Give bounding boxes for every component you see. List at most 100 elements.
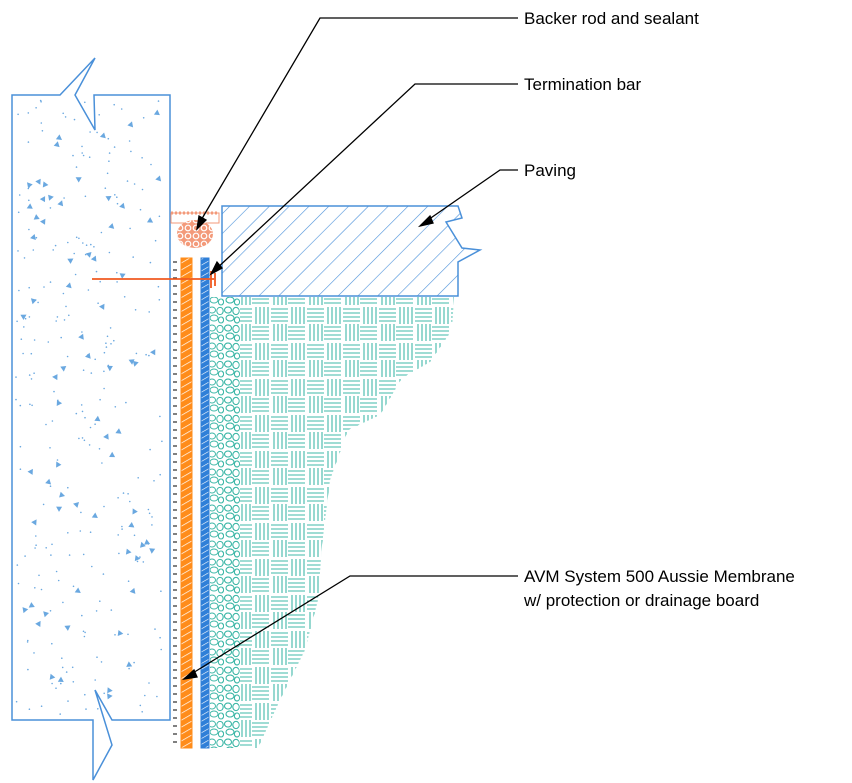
aggregate-dot <box>128 667 130 670</box>
leader-termination-bar-arrow <box>209 260 224 276</box>
aggregate-dot <box>30 378 33 380</box>
aggregate-dot <box>87 289 90 291</box>
paving-slab <box>221 205 483 297</box>
aggregate-dot <box>105 342 107 345</box>
aggregate-dot <box>123 296 126 298</box>
aggregate-dot <box>18 289 20 292</box>
aggregate-stone <box>132 508 138 515</box>
aggregate-dot <box>88 156 91 158</box>
aggregate-dot <box>28 316 31 318</box>
aggregate-dot <box>55 687 57 689</box>
aggregate-stone <box>85 352 91 359</box>
aggregate-dot <box>95 270 98 273</box>
aggregate-dot <box>68 554 71 556</box>
aggregate-stone <box>106 365 113 372</box>
aggregate-stone <box>56 506 63 512</box>
aggregate-dot <box>149 261 152 264</box>
aggregate-dot <box>142 561 145 563</box>
aggregate-dot <box>51 682 53 685</box>
aggregate-dot <box>72 154 74 157</box>
label-backer-rod: Backer rod and sealant <box>524 9 699 28</box>
aggregate-dot <box>33 652 35 654</box>
aggregate-dot <box>142 117 145 119</box>
aggregate-stone <box>103 433 109 440</box>
aggregate-stone <box>57 676 64 682</box>
aggregate-dot <box>74 273 77 276</box>
aggregate-dot <box>93 246 95 248</box>
aggregate-dot <box>117 534 119 536</box>
aggregate-dot <box>139 556 141 558</box>
aggregate-dot <box>41 130 44 132</box>
aggregate-dot <box>139 208 142 211</box>
aggregate-stone <box>85 252 92 258</box>
concrete-aggregate <box>15 99 163 715</box>
aggregate-dot <box>60 336 62 339</box>
aggregate-dot <box>52 249 54 251</box>
aggregate-stone <box>119 202 125 209</box>
aggregate-dot <box>149 448 151 451</box>
aggregate-dot <box>62 112 64 115</box>
aggregate-dot <box>49 281 52 283</box>
aggregate-dot <box>20 338 23 341</box>
aggregate-dot <box>31 404 33 407</box>
aggregate-dot <box>61 657 63 659</box>
aggregate-dot <box>84 253 87 256</box>
aggregate-dot <box>49 610 52 612</box>
aggregate-dot <box>64 116 67 118</box>
aggregate-dot <box>75 412 78 415</box>
aggregate-dot <box>62 292 65 295</box>
aggregate-dot <box>27 668 29 671</box>
aggregate-dot <box>68 314 70 317</box>
aggregate-dot <box>154 628 156 630</box>
aggregate-dot <box>67 532 69 534</box>
aggregate-dot <box>72 585 75 588</box>
aggregate-dot <box>103 351 106 354</box>
aggregate-dot <box>50 554 52 556</box>
aggregate-dot <box>80 511 82 514</box>
aggregate-dot <box>33 339 36 341</box>
aggregate-dot <box>82 242 84 244</box>
leader-backer-rod-arrow <box>196 214 208 231</box>
concrete-wall <box>11 57 171 781</box>
aggregate-dot <box>26 641 29 643</box>
aggregate-dot <box>105 346 108 348</box>
aggregate-dot <box>55 570 58 573</box>
aggregate-dot <box>107 364 110 367</box>
aggregate-dot <box>27 187 30 190</box>
drainage-board <box>200 257 210 749</box>
aggregate-stone <box>150 349 156 356</box>
aggregate-dot <box>91 565 93 568</box>
aggregate-dot <box>98 448 101 450</box>
aggregate-stone <box>99 303 105 310</box>
aggregate-dot <box>16 320 18 323</box>
aggregate-stone <box>64 625 71 631</box>
aggregate-dot <box>75 166 78 168</box>
aggregate-dot <box>108 152 111 154</box>
aggregate-dot <box>129 500 131 503</box>
aggregate-stone <box>59 491 65 498</box>
aggregate-dot <box>80 404 83 406</box>
aggregate-dot <box>51 642 53 645</box>
aggregate-dot <box>102 573 105 575</box>
aggregate-stone <box>53 141 60 148</box>
aggregate-dot <box>17 113 19 116</box>
aggregate-dot <box>60 682 62 685</box>
aggregate-dot <box>53 390 55 393</box>
aggregate-stone <box>56 461 62 468</box>
aggregate-dot <box>129 227 131 230</box>
aggregate-dot <box>89 426 92 429</box>
aggregate-dot <box>85 708 87 710</box>
aggregate-dot <box>121 528 123 530</box>
aggregate-dot <box>150 163 152 166</box>
label-membrane-line1: AVM System 500 Aussie Membrane <box>524 567 795 586</box>
aggregate-dot <box>35 544 37 546</box>
aggregate-dot <box>141 157 143 159</box>
aggregate-stone <box>56 400 63 406</box>
aggregate-dot <box>16 564 19 566</box>
aggregate-dot <box>33 372 35 375</box>
aggregate-dot <box>84 195 87 198</box>
aggregate-stone <box>128 522 135 528</box>
aggregate-dot <box>126 180 129 182</box>
aggregate-dot <box>121 525 123 528</box>
aggregate-dot <box>49 447 51 449</box>
